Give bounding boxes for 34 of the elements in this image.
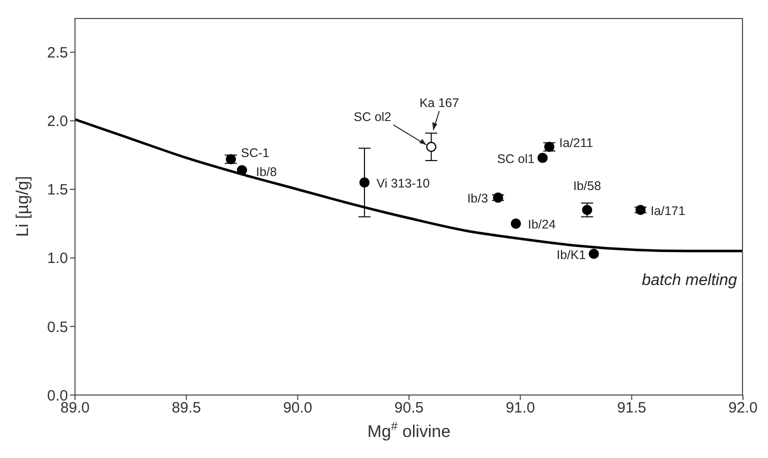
y-tick-label: 1.5 <box>47 182 68 199</box>
y-tick-label: 2.0 <box>47 113 68 130</box>
point <box>426 142 436 152</box>
point <box>588 248 599 259</box>
y-tick-label: 0.5 <box>47 318 68 336</box>
annotation: Ia/211 <box>559 136 594 150</box>
annotation: SC ol1 <box>497 152 535 166</box>
x-tick-label: 92.0 <box>728 400 758 417</box>
annotation: Ka 167 <box>419 96 460 110</box>
point <box>236 165 248 176</box>
point <box>359 177 370 188</box>
point <box>538 152 548 163</box>
x-tick-label: 89.5 <box>172 400 201 417</box>
y-tick-label: 2.5 <box>47 44 68 62</box>
x-tick-label: 90.5 <box>394 400 424 417</box>
point <box>492 192 504 203</box>
annotation: batch melting <box>642 272 738 290</box>
y-axis-title: Li [µg/g] <box>13 176 32 237</box>
x-axis-title: Mg$^{#}$ olivine <box>367 419 451 441</box>
x-tick-label: 91.5 <box>617 400 646 417</box>
annotation: Ib/58 <box>573 178 602 193</box>
x-tick-label: 89.0 <box>60 400 90 417</box>
x-tick-label: 90.0 <box>283 400 312 417</box>
annotation: SC-1 <box>240 146 270 160</box>
annotation: SC ol2 <box>354 110 392 124</box>
annotation: Ib/3 <box>467 192 488 206</box>
annotation: Vi 313-10 <box>376 176 430 191</box>
x-tick-label: 91.0 <box>506 400 535 417</box>
annotation: Ib/8 <box>256 165 277 180</box>
point <box>510 218 521 229</box>
annotation: Ia/171 <box>650 204 686 218</box>
y-tick-label: 1.0 <box>47 250 68 268</box>
annotation: Ib/K1 <box>556 248 586 262</box>
annotation: Ib/24 <box>528 218 556 232</box>
